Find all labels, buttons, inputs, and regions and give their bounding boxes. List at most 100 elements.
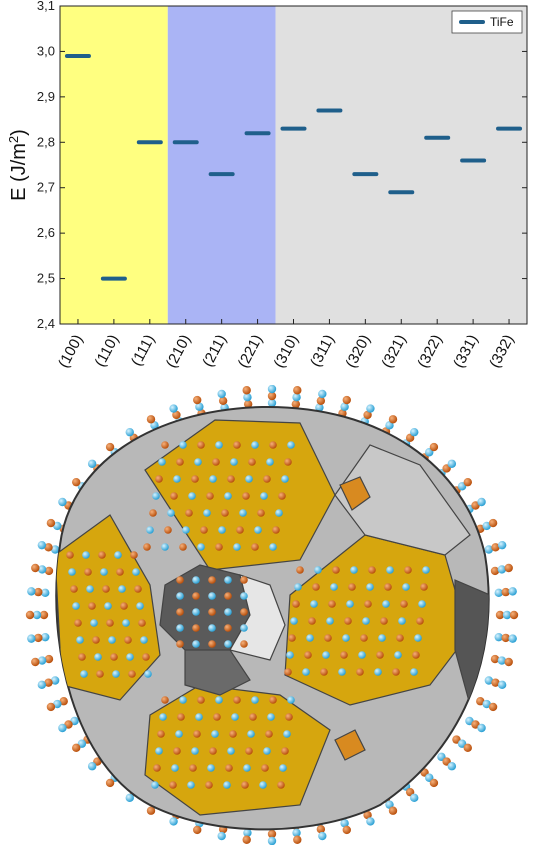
- face-atom: [94, 653, 102, 661]
- face-atom: [348, 583, 356, 591]
- face-atom: [279, 764, 287, 772]
- region-backgrounds: [60, 6, 527, 324]
- edge-atom: [53, 699, 62, 709]
- face-atom: [215, 543, 223, 551]
- face-atom: [233, 696, 241, 704]
- edge-atom: [31, 563, 40, 573]
- face-atom: [194, 458, 202, 466]
- face-atom: [364, 600, 372, 608]
- face-atom: [259, 781, 267, 789]
- edge-atom: [72, 743, 81, 753]
- face-atom: [285, 713, 293, 721]
- face-atom: [240, 608, 248, 616]
- face-atom: [176, 640, 184, 648]
- edge-atom: [342, 395, 351, 405]
- edge-atom: [318, 389, 327, 399]
- edge-atom: [497, 565, 507, 574]
- edge-atom: [32, 610, 42, 620]
- edge-atom: [172, 410, 181, 420]
- face-atom: [70, 585, 78, 593]
- crystal-body: [25, 385, 519, 845]
- edge-atom: [193, 395, 202, 405]
- legend: TiFe: [451, 10, 523, 34]
- face-atom: [229, 730, 237, 738]
- face-atom: [66, 551, 74, 559]
- face-atom: [281, 747, 289, 755]
- face-atom: [277, 781, 285, 789]
- atoms-center-face: [176, 576, 248, 648]
- face-atom: [218, 526, 226, 534]
- face-atom: [380, 617, 388, 625]
- edge-atom: [318, 831, 327, 841]
- face-atom: [192, 608, 200, 616]
- edge-atom: [465, 716, 474, 726]
- face-atom: [126, 653, 134, 661]
- face-atom: [310, 600, 318, 608]
- face-atom: [322, 651, 330, 659]
- face-atom: [171, 764, 179, 772]
- face-atom: [284, 668, 292, 676]
- edge-atom: [243, 828, 252, 838]
- face-atom: [197, 543, 205, 551]
- face-atom: [176, 608, 184, 616]
- crystal-faces: [56, 419, 489, 816]
- face-atom: [236, 526, 244, 534]
- edge-atom: [463, 743, 472, 753]
- face-atom: [176, 592, 184, 600]
- edge-atom: [463, 477, 472, 487]
- face-atom: [320, 668, 328, 676]
- y-tick-label: 2,6: [37, 225, 55, 240]
- edge-atom: [366, 817, 375, 826]
- edge-atom: [44, 566, 54, 576]
- face-atom: [176, 624, 184, 632]
- edge-atom: [195, 402, 204, 411]
- edge-atom: [497, 680, 507, 690]
- y-tick-label: 2,5: [37, 271, 55, 286]
- face-atom: [68, 568, 76, 576]
- face-atom: [72, 602, 80, 610]
- face-atom: [224, 492, 232, 500]
- face-center-light: [229, 574, 286, 661]
- face-atom: [257, 509, 265, 517]
- atoms-top-face: [143, 441, 295, 551]
- face-atom: [192, 576, 200, 584]
- edge-atom: [447, 459, 457, 468]
- edge-atom: [491, 678, 500, 687]
- edge-atom: [64, 720, 73, 729]
- face-atom: [240, 576, 248, 584]
- edge-atom: [37, 540, 47, 550]
- face-atom: [215, 696, 223, 704]
- face-atom: [224, 624, 232, 632]
- face-atom: [151, 781, 159, 789]
- face-atom: [344, 617, 352, 625]
- face-atom: [177, 713, 185, 721]
- face-atom: [330, 583, 338, 591]
- face-atom: [233, 441, 241, 449]
- face-atom: [224, 640, 232, 648]
- face-atom: [398, 617, 406, 625]
- edge-atom: [46, 518, 56, 528]
- face-atom: [227, 475, 235, 483]
- edge-atom: [497, 656, 507, 665]
- edge-atom: [429, 442, 439, 452]
- face-atom: [239, 509, 247, 517]
- face-atom: [269, 441, 277, 449]
- edge-atom: [59, 697, 68, 706]
- region-1: [167, 6, 276, 324]
- face-atom: [142, 653, 150, 661]
- edge-atom: [218, 396, 228, 405]
- face-atom: [104, 602, 112, 610]
- face-atom: [396, 634, 404, 642]
- face-atom: [102, 585, 110, 593]
- face-atom: [88, 602, 96, 610]
- face-atom: [394, 651, 402, 659]
- face-atom: [346, 600, 354, 608]
- face-atom: [368, 566, 376, 574]
- face-atom: [266, 458, 274, 466]
- edge-atom: [70, 716, 79, 726]
- x-tick-label: (211): [199, 332, 230, 370]
- edge-atom: [242, 835, 251, 844]
- face-atom: [207, 764, 215, 772]
- edge-atom: [471, 501, 480, 510]
- face-atom: [211, 730, 219, 738]
